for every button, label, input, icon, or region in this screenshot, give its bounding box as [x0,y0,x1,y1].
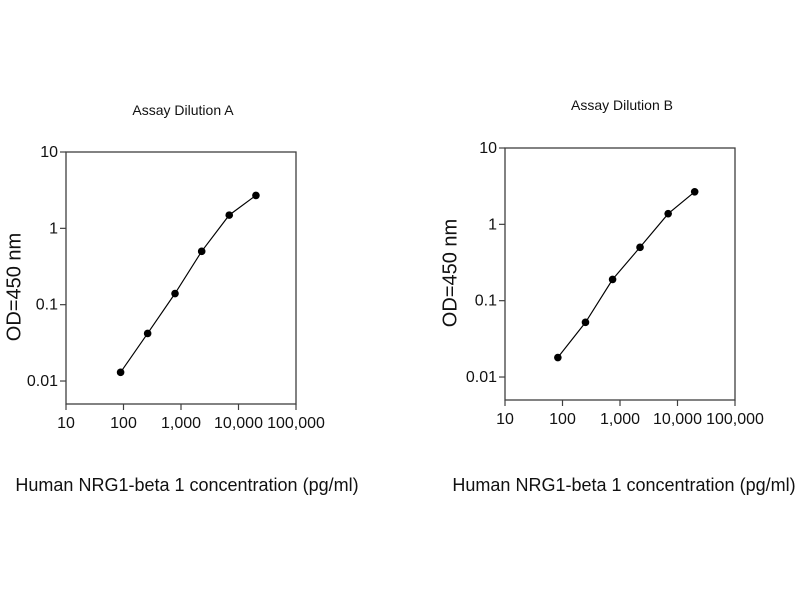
y-tick-label: 0.1 [36,297,58,314]
chart-a-plot-area: 10 100 1,000 10,000 100,000 10 1 0.1 0.01 [27,144,325,432]
y-tick-label: 0.1 [475,293,497,310]
data-point-marker [197,247,206,256]
x-tick-label: 100,000 [267,415,325,432]
data-point-marker [143,329,152,338]
x-tick-label: 100 [549,411,576,428]
data-point-marker [581,318,590,327]
data-point-marker [554,353,562,362]
x-tick-label: 1,000 [600,411,640,428]
data-point-marker [116,368,125,377]
y-tick-label: 1 [49,220,58,237]
chart-a-title: Assay Dilution A [132,102,234,118]
x-tick-label: 10,000 [653,411,702,428]
data-point-marker [225,211,234,219]
data-point-marker [690,187,699,196]
data-point-marker [252,191,260,200]
data-point-marker [636,243,644,252]
standard-curve-line [120,194,257,373]
y-tick-label: 0.01 [466,369,497,386]
x-tick-label: 100 [110,415,137,432]
chart-b-title: Assay Dilution B [571,97,673,113]
x-tick-label: 10,000 [214,415,263,432]
chart-b-x-axis-label: Human NRG1-beta 1 concentration (pg/ml) [452,475,796,495]
chart-a-x-axis-label: Human NRG1-beta 1 concentration (pg/ml) [15,475,359,495]
standard-curve-line [557,191,696,358]
data-point-marker [171,289,179,298]
y-tick-label: 10 [40,144,58,161]
chart-b-plot-area: 10 100 1,000 10,000 100,000 10 1 0.1 0.01 [466,140,764,428]
x-tick-label: 10 [496,411,514,428]
data-point-marker [664,209,672,218]
x-tick-label: 100,000 [706,411,764,428]
x-tick-label: 1,000 [161,415,201,432]
x-tick-label: 10 [57,415,75,432]
data-point-marker [608,275,617,284]
y-tick-label: 1 [488,216,497,233]
y-tick-label: 10 [479,140,497,157]
y-tick-label: 0.01 [27,373,58,390]
